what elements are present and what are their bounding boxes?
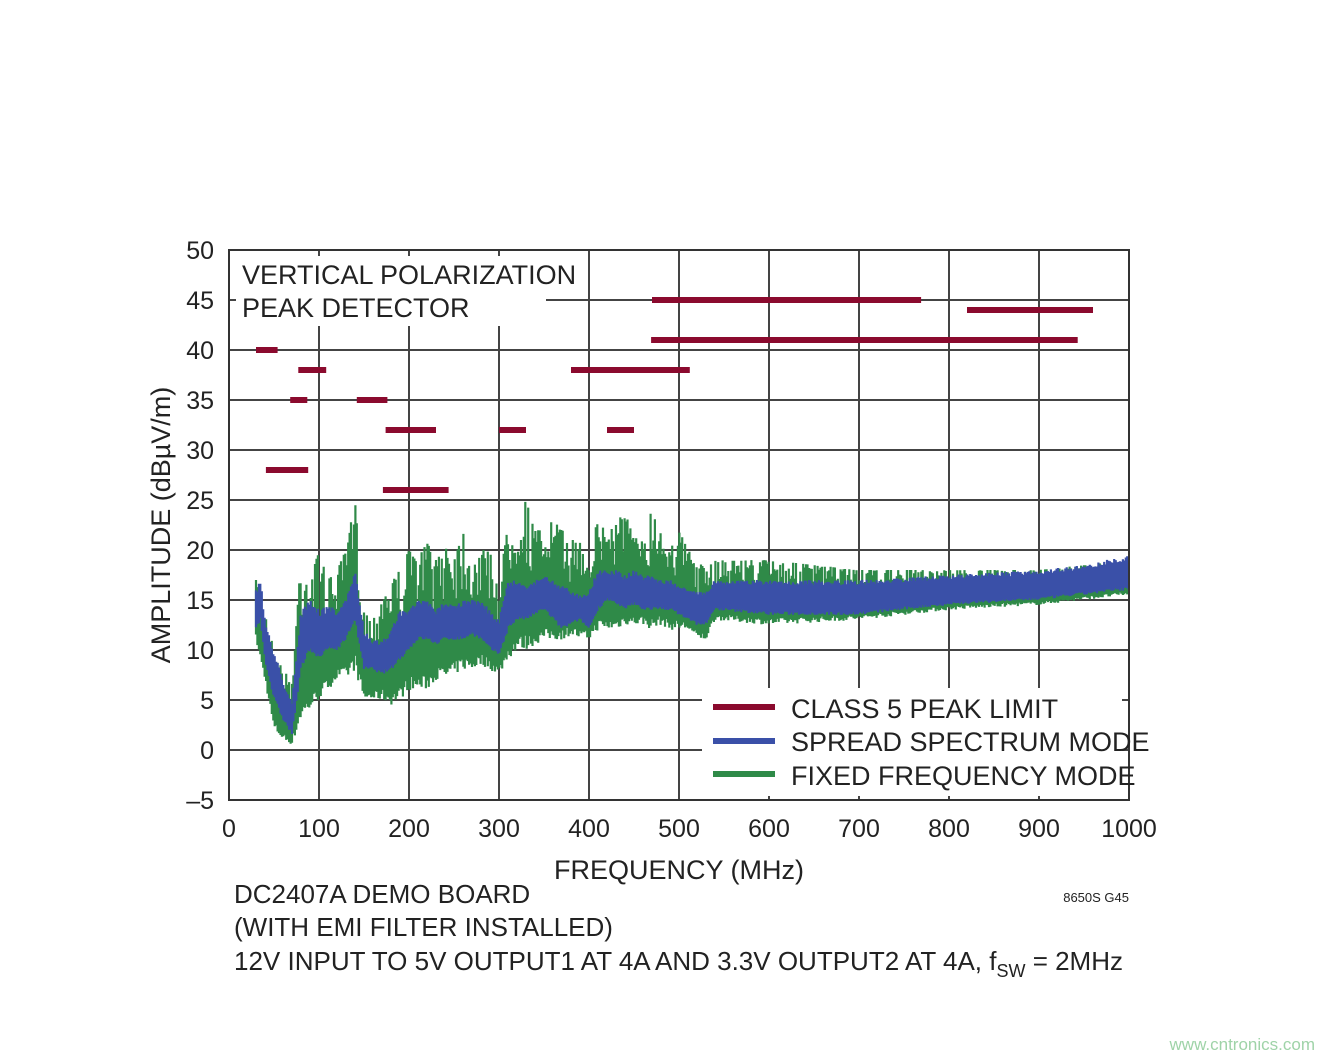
x-tick-label: 700: [838, 815, 880, 843]
x-tick-labels: 0 100 200 300 400 500 600 700 800 900 1000: [222, 815, 1157, 843]
x-tick-label: 300: [478, 815, 520, 843]
x-tick-label: 900: [1018, 815, 1060, 843]
y-tick-label: 5: [200, 687, 214, 715]
x-tick-label: 400: [568, 815, 610, 843]
y-tick-label: 25: [186, 487, 214, 515]
x-tick-label: 1000: [1101, 815, 1157, 843]
x-axis-label: FREQUENCY (MHz): [554, 855, 804, 885]
series-spread: [254, 556, 1130, 734]
note-line3: 12V INPUT TO 5V OUTPUT1 AT 4A AND 3.3V O…: [234, 946, 1123, 981]
chart-title-line1: VERTICAL POLARIZATION: [242, 260, 576, 290]
y-tick-label: 15: [186, 587, 214, 615]
y-tick-label: 35: [186, 387, 214, 415]
x-tick-label: 0: [222, 815, 236, 843]
x-tick-label: 200: [388, 815, 430, 843]
y-tick-label: 0: [200, 737, 214, 765]
legend-label-spread: SPREAD SPECTRUM MODE: [791, 727, 1150, 757]
x-tick-label: 500: [658, 815, 700, 843]
x-tick-label: 800: [928, 815, 970, 843]
y-axis-label: AMPLITUDE (dBµV/m): [146, 387, 176, 664]
x-tick-label: 100: [298, 815, 340, 843]
y-tick-label: 30: [186, 437, 214, 465]
title-bg: [236, 256, 546, 326]
limit-lines: [256, 297, 1093, 493]
plot-frame: [228, 249, 1130, 801]
y-tick-label: –5: [186, 787, 214, 815]
y-tick-label: 20: [186, 537, 214, 565]
note-line1: DC2407A DEMO BOARD: [234, 879, 530, 909]
y-tick-label: 10: [186, 637, 214, 665]
legend-label-fixed: FIXED FREQUENCY MODE: [791, 761, 1136, 791]
watermark: www.cntronics.com: [1169, 1035, 1315, 1054]
y-tick-label: 40: [186, 337, 214, 365]
note-line2: (WITH EMI FILTER INSTALLED): [234, 912, 613, 942]
x-tick-label: 600: [748, 815, 790, 843]
legend-label-limit: CLASS 5 PEAK LIMIT: [791, 694, 1058, 724]
y-tick-label: 50: [186, 237, 214, 265]
y-tick-label: 45: [186, 287, 214, 315]
chart-title-line2: PEAK DETECTOR: [242, 293, 470, 323]
figure-id: 8650S G45: [1063, 890, 1129, 905]
legend: CLASS 5 PEAK LIMIT SPREAD SPECTRUM MODE …: [702, 688, 1150, 796]
series-bands: [254, 501, 1130, 744]
